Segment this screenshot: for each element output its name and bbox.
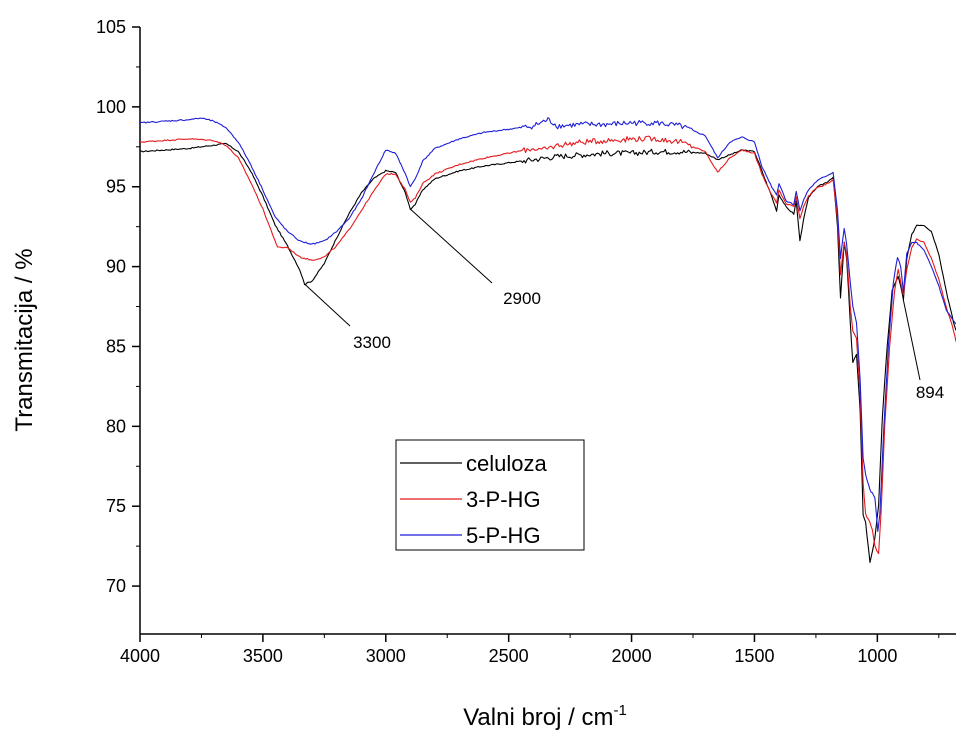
annotation-leader-894 <box>902 300 921 381</box>
y-tick-label-105: 105 <box>96 17 126 37</box>
x-tick-label-4000: 4000 <box>120 646 160 666</box>
annotation-label-3300: 3300 <box>353 333 391 352</box>
y-tick-label-95: 95 <box>106 177 126 197</box>
y-tick-label-85: 85 <box>106 336 126 356</box>
annotation-leader-3300 <box>304 283 351 327</box>
y-tick-label-90: 90 <box>106 257 126 277</box>
x-tick-label-1500: 1500 <box>734 646 774 666</box>
x-axis-title-superscript: -1 <box>613 702 626 719</box>
y-tick-label-75: 75 <box>106 496 126 516</box>
legend-label-5-P-HG: 5-P-HG <box>466 523 541 548</box>
x-tick-label-3000: 3000 <box>366 646 406 666</box>
x-tick-label-3500: 3500 <box>243 646 283 666</box>
series-line-5-P-HG <box>140 117 956 532</box>
legend-label-3-P-HG: 3-P-HG <box>466 487 541 512</box>
y-tick-label-80: 80 <box>106 416 126 436</box>
series-layer <box>140 117 956 563</box>
annotation-label-894: 894 <box>916 383 944 402</box>
x-axis-title-text: Valni broj / cm <box>463 704 613 731</box>
y-tick-label-70: 70 <box>106 576 126 596</box>
x-tick-label-2500: 2500 <box>489 646 529 666</box>
annotation-layer: 3300 2900 894 <box>304 208 944 402</box>
y-axis-title: Transmitacija / % <box>11 248 38 431</box>
axes: 4000 3500 3000 2500 2000 1500 1000 70 75 80 85 90 95… <box>96 17 956 666</box>
legend: celuloza 3-P-HG 5-P-HG <box>395 439 585 551</box>
series-line-3-P-HG <box>140 135 956 555</box>
x-axis-title: Valni broj / cm-1 <box>463 702 627 731</box>
y-tick-label-100: 100 <box>96 97 126 117</box>
series-line-celuloza <box>140 142 956 563</box>
annotation-label-2900: 2900 <box>503 289 541 308</box>
annotation-leader-2900 <box>410 208 493 284</box>
x-tick-label-2000: 2000 <box>612 646 652 666</box>
legend-label-celuloza: celuloza <box>466 451 547 476</box>
x-tick-label-1000: 1000 <box>857 646 897 666</box>
legend-box <box>395 439 585 551</box>
